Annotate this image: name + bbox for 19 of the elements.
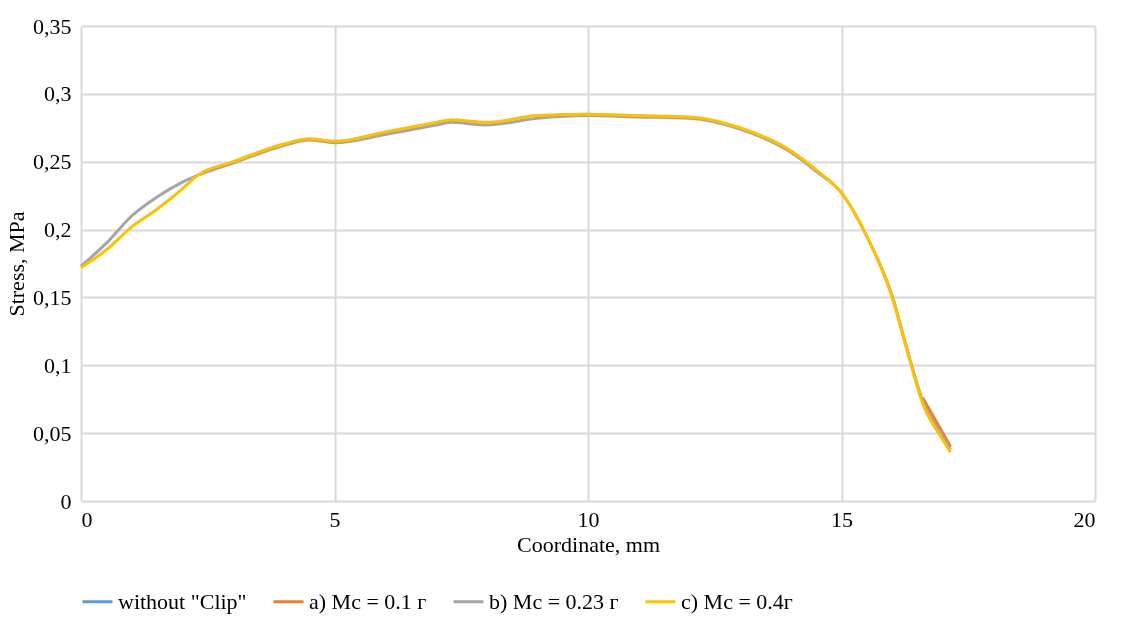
y-tick-label: 0,25	[33, 149, 72, 175]
x-tick-label: 15	[831, 506, 853, 532]
x-tick-label: 5	[329, 506, 341, 532]
legend-label: a) Mc = 0.1 г	[309, 588, 427, 614]
legend-label: b) Mc = 0.23 г	[489, 588, 619, 614]
x-tick-label: 0	[81, 506, 93, 532]
legend-label: without "Clip"	[118, 588, 247, 614]
y-tick-label: 0,3	[44, 81, 72, 107]
y-tick-label: 0,35	[33, 13, 72, 39]
y-tick-label: 0,15	[33, 284, 72, 310]
y-tick-label: 0	[60, 488, 72, 514]
x-axis-title: Coordinate, mm	[517, 531, 660, 557]
y-tick-label: 0,05	[33, 420, 72, 446]
y-axis-title: Stress, MPa	[4, 211, 29, 317]
y-tick-label: 0,1	[44, 352, 72, 378]
y-tick-label: 0,2	[44, 217, 72, 243]
x-tick-label: 10	[577, 506, 600, 532]
legend-label: c) Mc = 0.4г	[681, 588, 793, 614]
x-tick-label: 20	[1073, 506, 1096, 532]
